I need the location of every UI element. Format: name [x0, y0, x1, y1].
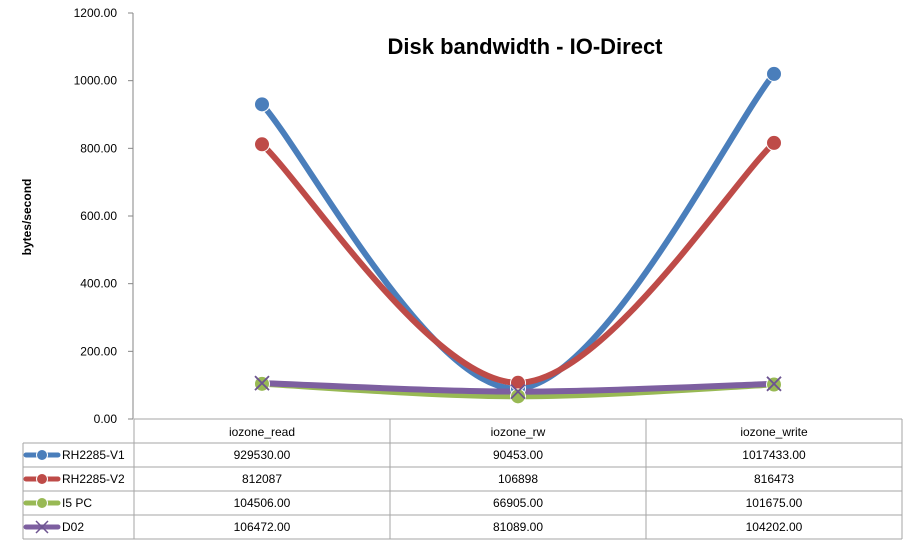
y-axis-label: bytes/second [20, 179, 34, 256]
legend-key-marker [36, 449, 48, 461]
table-cell: 104506.00 [234, 496, 291, 510]
data-point [510, 374, 526, 391]
data-point [254, 375, 270, 391]
series-name: D02 [62, 520, 84, 534]
table-cell: 81089.00 [493, 520, 543, 534]
series-group [254, 65, 782, 405]
data-point [254, 136, 270, 153]
table-cell: 816473 [754, 472, 794, 486]
data-point [510, 383, 526, 400]
y-tick-label: 0.00 [94, 412, 118, 426]
table-cell: 106472.00 [234, 520, 291, 534]
category-header: iozone_rw [491, 425, 546, 439]
chart-title: Disk bandwidth - IO-Direct [387, 34, 663, 59]
data-table: iozone_read iozone_rw iozone_write RH2285-V… [22, 418, 903, 540]
y-tick-label: 1200.00 [74, 6, 118, 20]
table-cell: 1017433.00 [742, 448, 806, 462]
table-cell: 929530.00 [234, 448, 291, 462]
legend-key-marker [36, 497, 48, 509]
table-cell: 66905.00 [493, 496, 543, 510]
y-axis: 0.00 200.00 400.00 600.00 800.00 1000.00 1200.… [74, 6, 134, 426]
data-point [766, 376, 782, 392]
y-tick-label: 200.00 [80, 344, 117, 358]
category-header: iozone_write [740, 425, 808, 439]
category-header: iozone_read [229, 425, 295, 439]
data-point [766, 65, 782, 82]
table-cell: 90453.00 [493, 448, 543, 462]
data-point [254, 96, 270, 113]
y-tick-label: 800.00 [80, 141, 117, 155]
series-name: RH2285-V1 [62, 448, 125, 462]
data-point [766, 134, 782, 151]
series-line [259, 139, 777, 386]
table-cell: 106898 [498, 472, 538, 486]
legend-key-marker [35, 520, 49, 534]
series-name: RH2285-V2 [62, 472, 125, 486]
y-tick-label: 400.00 [80, 277, 117, 291]
table-cell: 812087 [242, 472, 282, 486]
table-cell: 104202.00 [746, 520, 803, 534]
legend-key-marker [36, 473, 48, 485]
table-cell: 101675.00 [746, 496, 803, 510]
y-tick-label: 600.00 [80, 209, 117, 223]
data-point [510, 388, 526, 405]
series-name: I5 PC [62, 496, 92, 510]
y-tick-label: 1000.00 [74, 74, 118, 88]
